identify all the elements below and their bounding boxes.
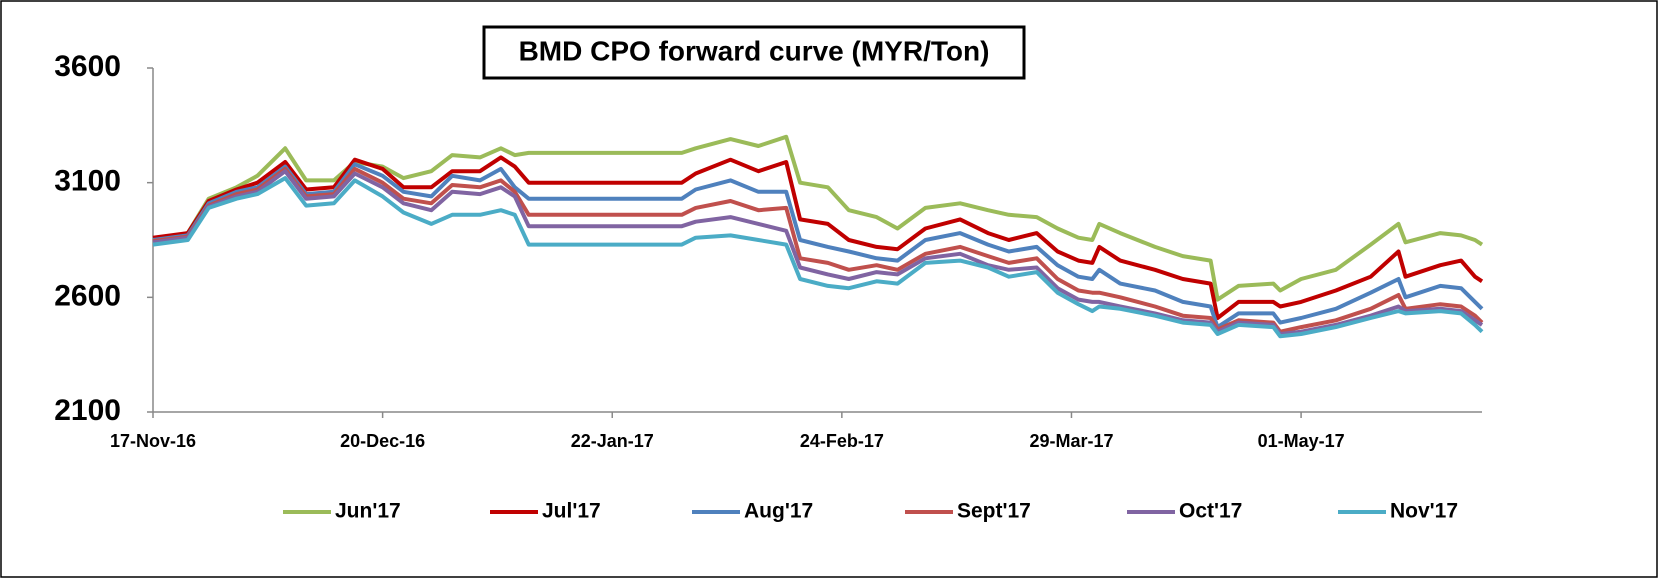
x-tick-label: 29-Mar-17 (1029, 431, 1113, 451)
legend-label: Jul'17 (542, 500, 601, 523)
legend-label: Nov'17 (1390, 500, 1458, 523)
y-tick-label: 2100 (54, 394, 121, 427)
x-tick-label: 17-Nov-16 (110, 431, 196, 451)
title-box (482, 25, 1026, 80)
legend-label: Aug'17 (744, 500, 813, 523)
series-line (152, 176, 1484, 339)
y-tick-label: 2600 (54, 279, 121, 312)
series-line (152, 166, 1484, 334)
y-tick-label: 3100 (54, 165, 121, 198)
x-tick-label: 22-Jan-17 (571, 431, 654, 451)
series-line (152, 155, 1484, 320)
series-line (152, 162, 1484, 330)
legend-label: Oct'17 (1179, 500, 1242, 523)
x-tick-label: 20-Dec-16 (340, 431, 425, 451)
x-tick-label: 24-Feb-17 (800, 431, 884, 451)
legend-label: Sept'17 (957, 500, 1031, 523)
legend-label: Jun'17 (335, 500, 401, 523)
chart-title: BMD CPO forward curve (MYR/Ton) (519, 35, 990, 66)
y-tick-label: 3600 (54, 50, 121, 83)
x-tick-label: 01-May-17 (1258, 431, 1345, 451)
series-line (152, 169, 1484, 336)
